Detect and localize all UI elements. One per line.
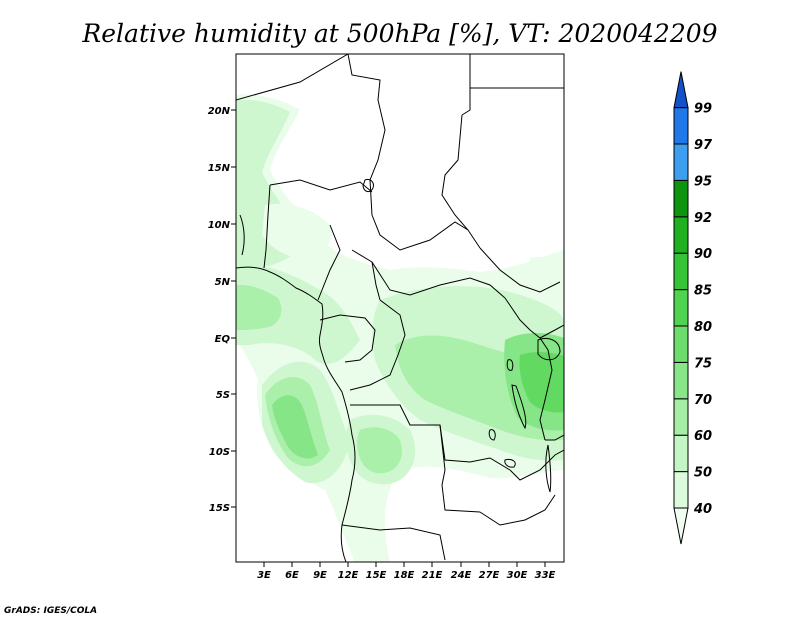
border-zimbabwe (479, 494, 556, 526)
colorbar-label: 75 (694, 356, 712, 371)
map-title: Relative humidity at 500hPa [%], VT: 202… (81, 19, 717, 48)
lon-label: 33E (535, 570, 556, 581)
lon-label: 27E (479, 570, 500, 581)
border-zambia-moz (509, 449, 564, 481)
colorbar-label: 90 (694, 247, 712, 262)
humidity-region-zambia-core (357, 427, 402, 474)
border-gabon-congo (319, 314, 376, 363)
lon-label: 18E (394, 570, 415, 581)
border-cameroon-car (351, 249, 381, 301)
colorbar-box (673, 216, 689, 254)
lat-label: 5N (215, 277, 231, 288)
colorbar-label: 85 (694, 284, 712, 299)
colorbar-label: 80 (694, 320, 712, 335)
grads-credit: GrADS: IGES/COLA (4, 606, 97, 616)
lake-kivu (506, 359, 514, 371)
humidity-region-nigeria (262, 203, 332, 259)
latitude-ticks (231, 109, 236, 508)
lon-label: 15E (366, 570, 387, 581)
border-tanzania (545, 434, 564, 441)
border-niger-chad (347, 54, 386, 216)
border-chad-car (371, 214, 469, 251)
lat-label: EQ (215, 334, 231, 345)
colorbar-label: 60 (694, 429, 712, 444)
colorbar-max-arrow (673, 71, 689, 109)
lon-label: 21E (422, 570, 443, 581)
border-car-drc (371, 261, 506, 299)
colorbar-label: 92 (694, 211, 712, 226)
lake-victoria (537, 338, 561, 361)
colorbar-label: 50 (694, 466, 712, 481)
border-libya (461, 54, 471, 116)
lake-kariba (504, 459, 516, 468)
lon-label: 24E (451, 570, 472, 581)
border-south-sudan (479, 247, 561, 293)
border-mali-niger (236, 54, 349, 101)
lat-label: 15N (208, 163, 231, 174)
lon-label: 12E (338, 570, 359, 581)
longitude-labels: 3E 6E 9E 12E 15E 18E 21E 24E 27E 30E 33E (257, 570, 555, 581)
colorbar-label: 40 (693, 502, 712, 517)
colorbar-box (673, 325, 689, 363)
border-drc-east (504, 297, 553, 441)
lon-label: 9E (313, 570, 327, 581)
map-frame (235, 53, 565, 563)
border-drc-angola (350, 404, 511, 471)
border-niger-nigeria (269, 179, 373, 193)
latitude-labels: 20N 15N 10N 5N EQ 5S 10S 15S (208, 106, 231, 514)
colorbar: 40 50 60 70 75 80 85 90 92 95 97 99 (673, 71, 713, 545)
border-east-africa (539, 324, 564, 339)
lat-label: 20N (208, 106, 231, 117)
colorbar-box (673, 143, 689, 181)
colorbar-box (673, 289, 689, 327)
lat-label: 5S (216, 390, 230, 401)
colorbar-box (673, 252, 689, 291)
humidity-region-east (530, 256, 564, 300)
colorbar-box (673, 434, 689, 473)
colorbar-box (673, 398, 689, 436)
colorbar-label: 70 (694, 393, 712, 408)
longitude-ticks (263, 562, 546, 567)
humidity-region-angola-inner (272, 395, 318, 459)
lake-tanganyika (511, 384, 527, 430)
boundaries (236, 54, 564, 562)
coastline-west-africa (236, 266, 356, 562)
lon-label: 3E (257, 570, 271, 581)
colorbar-box (673, 471, 689, 509)
lat-label: 15S (209, 503, 230, 514)
colorbar-box (673, 179, 689, 218)
lat-label: 10N (208, 220, 231, 231)
colorbar-box (673, 107, 689, 145)
colorbar-box (673, 361, 689, 400)
colorbar-min-arrow (673, 507, 689, 545)
colorbar-label: 99 (694, 102, 712, 117)
lon-label: 6E (285, 570, 299, 581)
humidity-shading (236, 94, 564, 562)
lat-label: 10S (209, 447, 230, 458)
colorbar-label: 97 (694, 138, 713, 153)
border-benin (263, 184, 271, 269)
colorbar-label: 95 (694, 174, 712, 189)
lake-malawi (545, 444, 552, 493)
border-congo-drc (349, 299, 406, 391)
border-nigeria-cameroon (317, 224, 341, 301)
lake-mweru (488, 429, 496, 441)
humidity-region-cameroon-core (236, 284, 282, 330)
lake-chad (362, 179, 374, 193)
humidity-region-lakes-inner (519, 352, 564, 413)
lake-volta (239, 214, 245, 256)
border-angola-zambia (439, 424, 481, 513)
lon-label: 30E (507, 570, 528, 581)
border-namibia (341, 524, 446, 561)
